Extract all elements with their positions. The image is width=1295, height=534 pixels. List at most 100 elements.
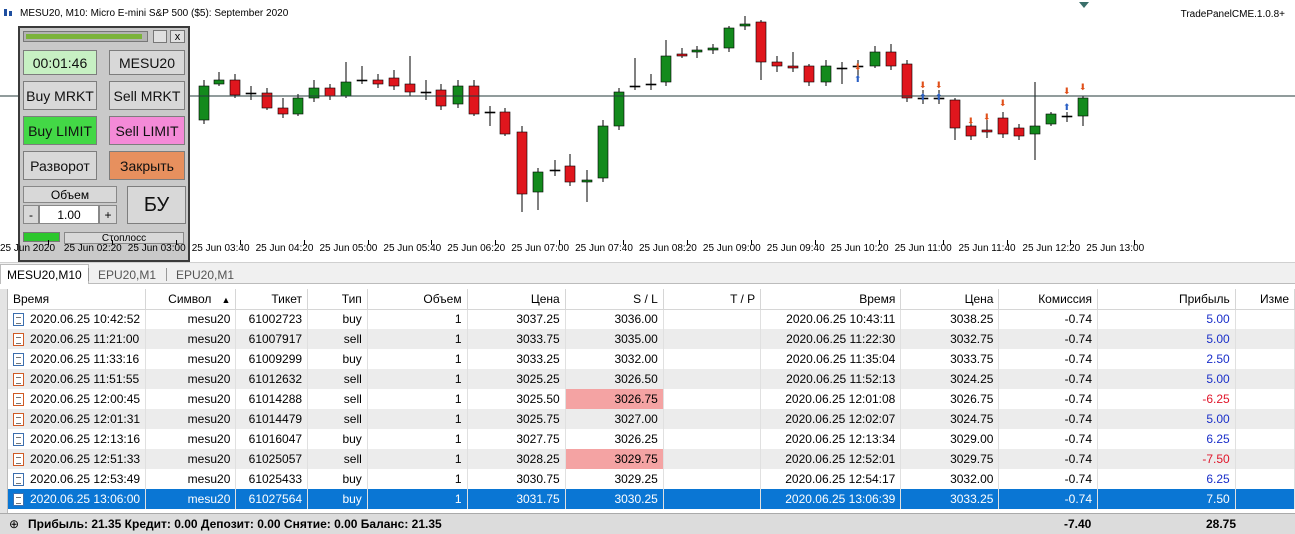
sell-arrow-icon: ⬇ (983, 112, 991, 122)
candle-bearish (230, 80, 240, 95)
tab-epu20-m1-second[interactable]: EPU20,M1 (170, 265, 240, 285)
table-row[interactable]: 2020.06.25 11:21:00 mesu20 61007917 sell 1 30… (8, 329, 1295, 349)
cell-volume: 1 (367, 469, 467, 489)
sort-ascending-icon: ▲ (221, 295, 230, 305)
cell-ticket: 61002723 (236, 309, 308, 329)
candle-bearish (902, 64, 912, 98)
time-tick-label: 25 Jun 06:20 (447, 243, 505, 254)
col-stop-loss[interactable]: S / L (565, 289, 663, 309)
volume-input[interactable]: 1.00 (39, 205, 99, 224)
table-row[interactable]: 2020.06.25 12:51:33 mesu20 61025057 sell 1 30… (8, 449, 1295, 469)
col-ticket[interactable]: Тикет (236, 289, 308, 309)
time-tick-label: 25 Jun 08:20 (639, 243, 697, 254)
cell-symbol: mesu20 (146, 309, 236, 329)
table-row[interactable]: 2020.06.25 12:01:31 mesu20 61014479 sell 1 30… (8, 409, 1295, 429)
candle-bullish (692, 50, 702, 52)
terminal-side-strip[interactable] (0, 289, 8, 514)
sell-limit-button[interactable]: Sell LIMIT (109, 116, 185, 145)
cell-change (1235, 469, 1294, 489)
time-tick-label: 25 Jun 11:00 (895, 243, 952, 254)
sell-arrow-icon: ⬇ (854, 62, 862, 72)
col-take-profit[interactable]: T / P (663, 289, 760, 309)
chart-area[interactable]: ⬇ ⬆ ⬇ ⬇ ⬆ ⬆ ⬇ ⬇ ⬇ ⬇ ⬇ ⬆ MESU20, M10: Micro E-mini S… (0, 0, 1295, 262)
candle-bullish (1078, 98, 1088, 116)
table-row[interactable]: 2020.06.25 11:51:55 mesu20 61012632 sell 1 30… (8, 369, 1295, 389)
open-time-text: 2020.06.25 11:33:16 (30, 352, 139, 366)
candle-bullish (740, 24, 750, 26)
col-open-time[interactable]: Время (8, 289, 146, 309)
col-change[interactable]: Изме (1235, 289, 1294, 309)
col-price[interactable]: Цена (467, 289, 565, 309)
candle-bearish (998, 118, 1008, 134)
reverse-button[interactable]: Разворот (23, 151, 97, 180)
time-tick-label: 25 Jun 2020 (0, 243, 55, 254)
close-position-button[interactable]: Закрыть (109, 151, 185, 180)
col-type[interactable]: Тип (308, 289, 368, 309)
col-volume[interactable]: Объем (367, 289, 467, 309)
cell-close-time: 2020.06.25 11:22:30 (761, 329, 901, 349)
cell-change (1235, 309, 1294, 329)
cell-close-price: 3024.75 (901, 409, 999, 429)
candle-bullish (821, 66, 831, 82)
cell-ticket: 61009299 (236, 349, 308, 369)
table-row[interactable]: 2020.06.25 10:42:52 mesu20 61002723 buy 1 303… (8, 309, 1295, 329)
cell-change (1235, 409, 1294, 429)
table-row[interactable]: 2020.06.25 12:13:16 mesu20 61016047 buy 1 302… (8, 429, 1295, 449)
breakeven-button[interactable]: БУ (127, 186, 186, 224)
cell-volume: 1 (367, 409, 467, 429)
table-row[interactable]: 2020.06.25 11:33:16 mesu20 61009299 buy 1 303… (8, 349, 1295, 369)
open-time-text: 2020.06.25 11:51:55 (30, 372, 139, 386)
candle-bearish (550, 170, 560, 171)
sell-market-button[interactable]: Sell MRKT (109, 81, 185, 110)
candlestick-chart[interactable]: ⬇ ⬆ ⬇ ⬇ ⬆ ⬆ ⬇ ⬇ ⬇ ⬇ ⬇ ⬆ (0, 0, 1295, 262)
cell-volume: 1 (367, 449, 467, 469)
cell-type: sell (308, 369, 368, 389)
cell-price: 3030.75 (467, 469, 565, 489)
buy-limit-button[interactable]: Buy LIMIT (23, 116, 97, 145)
col-close-time[interactable]: Время (761, 289, 901, 309)
cell-profit: -6.25 (1098, 389, 1236, 409)
cell-close-time: 2020.06.25 13:06:39 (761, 489, 901, 509)
table-row[interactable]: 2020.06.25 12:53:49 mesu20 61025433 buy 1 303… (8, 469, 1295, 489)
cell-symbol: mesu20 (146, 449, 236, 469)
buy-order-icon (13, 313, 24, 326)
cell-symbol: mesu20 (146, 369, 236, 389)
volume-increase-button[interactable]: + (99, 205, 117, 224)
candle-bullish (533, 172, 543, 192)
cell-profit: 5.00 (1098, 309, 1236, 329)
volume-label: Объем (23, 186, 117, 203)
symbol-button[interactable]: MESU20 (109, 50, 185, 75)
col-profit[interactable]: Прибыль (1098, 289, 1236, 309)
cell-commission: -0.74 (999, 449, 1098, 469)
col-close-price[interactable]: Цена (901, 289, 999, 309)
panel-minimize-button[interactable] (153, 30, 167, 43)
table-row[interactable]: 2020.06.25 13:06:00 mesu20 61027564 buy 1 303… (8, 489, 1295, 509)
cell-commission: -0.74 (999, 389, 1098, 409)
col-commission[interactable]: Комиссия (999, 289, 1098, 309)
table-row[interactable]: 2020.06.25 12:00:45 mesu20 61014288 sell 1 30… (8, 389, 1295, 409)
candle-bearish (804, 66, 814, 82)
candle-bullish (1046, 114, 1056, 124)
chart-tabs: MESU20,M10 EPU20,M1 EPU20,M1 (0, 262, 1295, 284)
cell-ticket: 61025433 (236, 469, 308, 489)
panel-close-button[interactable]: x (170, 30, 185, 43)
cell-profit: -7.50 (1098, 449, 1236, 469)
volume-decrease-button[interactable]: - (23, 205, 39, 224)
tab-epu20-m1[interactable]: EPU20,M1 (92, 265, 162, 285)
cell-volume: 1 (367, 369, 467, 389)
trade-panel[interactable]: x 00:01:46 MESU20 Buy MRKT Sell MRKT Buy… (18, 26, 190, 262)
summary-expand-icon[interactable]: ⊕ (9, 517, 19, 531)
candle-bearish (1062, 116, 1072, 117)
cell-commission: -0.74 (999, 429, 1098, 449)
buy-market-button[interactable]: Buy MRKT (23, 81, 97, 110)
col-symbol[interactable]: Символ ▲ (146, 289, 236, 309)
chart-shift-marker-icon[interactable] (1079, 2, 1089, 8)
cell-sl: 3029.25 (565, 469, 663, 489)
sell-arrow-icon: ⬇ (919, 80, 927, 90)
cell-close-price: 3033.75 (901, 349, 999, 369)
cell-tp (663, 349, 760, 369)
buy-arrow-icon: ⬆ (854, 74, 862, 84)
candle-bearish (837, 68, 847, 69)
cell-price: 3025.75 (467, 409, 565, 429)
tab-mesu20-m10[interactable]: MESU20,M10 (0, 264, 89, 284)
